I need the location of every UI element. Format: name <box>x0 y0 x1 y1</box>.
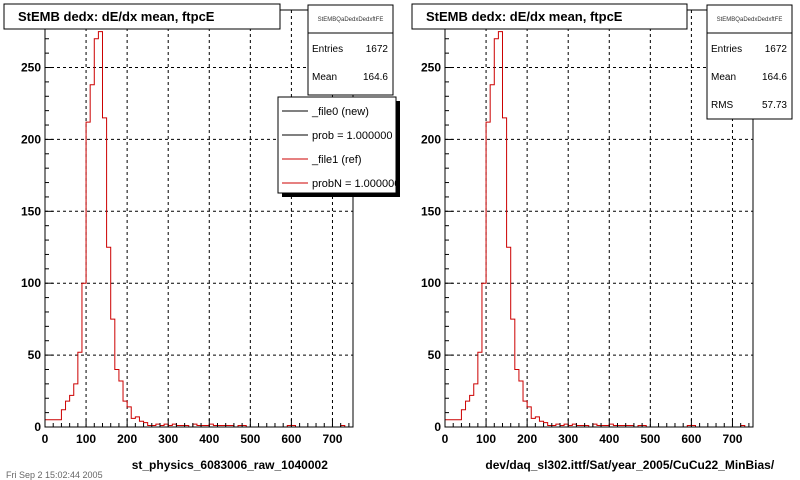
y-tick-label: 250 <box>21 61 41 75</box>
x-tick-label: 700 <box>322 432 342 446</box>
histogram-series-1 <box>44 31 353 428</box>
x-tick-label: 0 <box>442 432 449 446</box>
legend-label-3: probN = 1.000000 <box>312 178 400 190</box>
title-box <box>3 3 281 30</box>
legend-box <box>277 96 397 194</box>
stats-label: Mean <box>312 72 337 83</box>
y-tick-label: 100 <box>421 276 441 290</box>
legend-label-1: prob = 1.000000 <box>312 130 392 142</box>
legend-label-0: _file0 (new) <box>311 106 369 118</box>
legend-label-2: _file1 (ref) <box>311 154 362 166</box>
stats-header: StEMBQaDedxDedxftFE <box>318 17 384 23</box>
y-tick-label: 150 <box>21 204 41 218</box>
stats-box <box>307 4 394 96</box>
stats-label: Mean <box>711 72 736 83</box>
stats-value: 1672 <box>366 44 389 55</box>
stats-label: Entries <box>711 44 742 55</box>
x-tick-label: 400 <box>599 432 619 446</box>
stats-label: RMS <box>711 100 734 111</box>
stats-value: 164.6 <box>363 72 388 83</box>
y-tick-label: 200 <box>21 132 41 146</box>
x-tick-label: 600 <box>281 432 301 446</box>
x-tick-label: 200 <box>517 432 537 446</box>
y-tick-label: 150 <box>421 204 441 218</box>
stats-label: Entries <box>312 44 343 55</box>
y-tick-label: 50 <box>28 348 42 362</box>
x-tick-label: 500 <box>240 432 260 446</box>
y-tick-label: 0 <box>34 420 41 434</box>
y-tick-label: 0 <box>434 420 441 434</box>
x-tick-label: 200 <box>117 432 137 446</box>
plot-area <box>45 10 353 427</box>
x-tick-label: 500 <box>640 432 660 446</box>
x-tick-label: 700 <box>722 432 742 446</box>
chart-title: StEMB dedx: dE/dx mean, ftpcE <box>426 9 623 24</box>
y-tick-label: 50 <box>428 348 442 362</box>
histogram-series-0 <box>444 31 753 428</box>
stats-header: StEMBQaDedxDedxftFE <box>717 17 783 23</box>
stats-value: 57.73 <box>762 100 787 111</box>
x-tick-label: 300 <box>558 432 578 446</box>
left-histogram-panel: 0 100 200 300 400 500 600 700 0 50 100 150 200 250 st_… <box>3 3 400 472</box>
x-tick-label: 100 <box>76 432 96 446</box>
stats-box <box>706 4 793 120</box>
x-tick-label: 400 <box>199 432 219 446</box>
y-tick-label: 250 <box>421 61 441 75</box>
chart-title: StEMB dedx: dE/dx mean, ftpcE <box>18 9 215 24</box>
title-box <box>411 3 688 30</box>
right-histogram-panel: 0 100 200 300 400 500 600 700 0 50 100 150 200 250 dev… <box>411 3 793 472</box>
x-tick-label: 100 <box>476 432 496 446</box>
x-tick-label: 300 <box>158 432 178 446</box>
y-tick-label: 200 <box>421 132 441 146</box>
x-axis-label: dev/daq_sl302.ittf/Sat/year_2005/CuCu22_… <box>485 458 774 472</box>
x-axis-label: st_physics_6083006_raw_1040002 <box>132 458 328 472</box>
plot-area <box>445 10 753 427</box>
footer-timestamp: Fri Sep 2 15:02:44 2005 <box>6 470 103 480</box>
y-tick-label: 100 <box>21 276 41 290</box>
x-tick-label: 0 <box>42 432 49 446</box>
x-tick-label: 600 <box>681 432 701 446</box>
stats-value: 164.6 <box>762 72 787 83</box>
stats-value: 1672 <box>765 44 788 55</box>
